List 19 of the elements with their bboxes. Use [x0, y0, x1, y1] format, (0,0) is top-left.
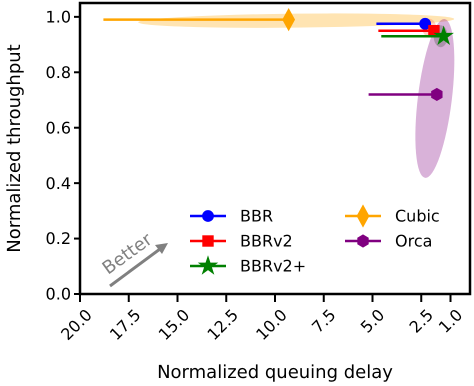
- x-tick-label: 2.5: [406, 305, 437, 337]
- legend-label: Orca: [395, 232, 432, 251]
- y-tick-label: 0.4: [46, 174, 71, 193]
- legend-label: BBRv2+: [240, 256, 306, 276]
- x-tick-label: 1.0: [434, 305, 466, 337]
- x-tick-label: 7.5: [308, 305, 340, 337]
- legend-label: BBR: [240, 206, 274, 226]
- legend-label: Cubic: [395, 206, 440, 226]
- point: [431, 88, 443, 102]
- y-tick-label: 0.2: [46, 229, 71, 248]
- y-tick-label: 0.6: [46, 118, 71, 138]
- x-axis-title: Normalized queuing delay: [157, 362, 394, 383]
- y-axis-title: Normalized throughput: [4, 44, 25, 253]
- x-tick-label: 5.0: [356, 305, 388, 337]
- y-tick-label: 0.0: [46, 284, 71, 304]
- y-tick-label: 1.0: [46, 7, 71, 26]
- legend-label: BBRv2: [240, 232, 293, 251]
- point: [433, 25, 454, 45]
- y-tick-label: 0.8: [46, 62, 71, 82]
